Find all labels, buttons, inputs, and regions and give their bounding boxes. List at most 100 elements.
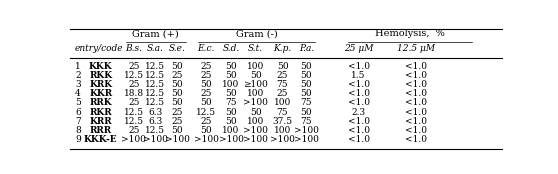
Text: 12.5: 12.5 <box>145 126 165 135</box>
Text: 25: 25 <box>128 62 140 70</box>
Text: <1.0: <1.0 <box>348 126 369 135</box>
Text: 12.5: 12.5 <box>124 117 144 126</box>
Text: >100: >100 <box>121 135 146 144</box>
Text: 25: 25 <box>200 71 211 80</box>
Text: <1.0: <1.0 <box>348 62 369 70</box>
Text: 12.5: 12.5 <box>145 62 165 70</box>
Text: 12.5: 12.5 <box>124 71 144 80</box>
Text: RRR: RRR <box>90 126 112 135</box>
Text: 5: 5 <box>75 98 81 108</box>
Text: 50: 50 <box>171 62 183 70</box>
Text: <1.0: <1.0 <box>405 126 427 135</box>
Text: >100: >100 <box>194 135 218 144</box>
Text: KRR: KRR <box>90 117 112 126</box>
Text: 25: 25 <box>171 71 183 80</box>
Text: 100: 100 <box>223 80 240 89</box>
Text: B.s.: B.s. <box>125 44 142 53</box>
Text: 100: 100 <box>247 117 264 126</box>
Text: 50: 50 <box>225 108 237 117</box>
Text: S.d.: S.d. <box>223 44 240 53</box>
Text: 1: 1 <box>75 62 81 70</box>
Text: KRK: KRK <box>89 80 113 89</box>
Text: 37.5: 37.5 <box>272 117 292 126</box>
Text: <1.0: <1.0 <box>405 62 427 70</box>
Text: 75: 75 <box>301 98 312 108</box>
Text: 6.3: 6.3 <box>148 117 162 126</box>
Text: K.p.: K.p. <box>273 44 292 53</box>
Text: 50: 50 <box>301 89 312 98</box>
Text: 9: 9 <box>75 135 81 144</box>
Text: 12.5: 12.5 <box>145 89 165 98</box>
Text: 25: 25 <box>128 80 140 89</box>
Text: 12.5: 12.5 <box>124 108 144 117</box>
Text: 2: 2 <box>75 71 80 80</box>
Text: entry/code: entry/code <box>75 44 123 53</box>
Text: 18.8: 18.8 <box>124 89 144 98</box>
Text: 100: 100 <box>247 89 264 98</box>
Text: RRK: RRK <box>90 98 112 108</box>
Text: <1.0: <1.0 <box>405 117 427 126</box>
Text: >100: >100 <box>294 135 319 144</box>
Text: S.e.: S.e. <box>169 44 185 53</box>
Text: 6: 6 <box>75 108 81 117</box>
Text: KKK: KKK <box>89 62 113 70</box>
Text: >100: >100 <box>270 135 295 144</box>
Text: 50: 50 <box>200 80 212 89</box>
Text: 25: 25 <box>200 89 211 98</box>
Text: 100: 100 <box>274 98 291 108</box>
Text: 50: 50 <box>171 126 183 135</box>
Text: 100: 100 <box>223 126 240 135</box>
Text: <1.0: <1.0 <box>405 98 427 108</box>
Text: 100: 100 <box>247 62 264 70</box>
Text: 50: 50 <box>225 62 237 70</box>
Text: 12.5: 12.5 <box>145 80 165 89</box>
Text: 12.5 μM: 12.5 μM <box>397 44 435 53</box>
Text: 50: 50 <box>171 89 183 98</box>
Text: 25: 25 <box>200 117 211 126</box>
Text: <1.0: <1.0 <box>348 80 369 89</box>
Text: 50: 50 <box>200 126 212 135</box>
Text: 4: 4 <box>75 89 81 98</box>
Text: >100: >100 <box>243 98 268 108</box>
Text: 25: 25 <box>171 108 183 117</box>
Text: 1.5: 1.5 <box>352 71 366 80</box>
Text: 25 μM: 25 μM <box>344 44 373 53</box>
Text: 50: 50 <box>250 71 262 80</box>
Text: Gram (+): Gram (+) <box>132 29 179 38</box>
Text: RKK: RKK <box>89 71 113 80</box>
Text: 7: 7 <box>75 117 81 126</box>
Text: 2.3: 2.3 <box>352 108 365 117</box>
Text: S.t.: S.t. <box>248 44 263 53</box>
Text: S.a.: S.a. <box>147 44 164 53</box>
Text: 50: 50 <box>301 108 312 117</box>
Text: 12.5: 12.5 <box>145 71 165 80</box>
Text: 25: 25 <box>277 71 288 80</box>
Text: 50: 50 <box>171 98 183 108</box>
Text: <1.0: <1.0 <box>348 98 369 108</box>
Text: 75: 75 <box>225 98 237 108</box>
Text: E.c.: E.c. <box>198 44 215 53</box>
Text: 25: 25 <box>128 98 140 108</box>
Text: 50: 50 <box>301 62 312 70</box>
Text: KKK-E: KKK-E <box>84 135 118 144</box>
Text: 75: 75 <box>277 80 288 89</box>
Text: >100: >100 <box>165 135 189 144</box>
Text: Gram (-): Gram (-) <box>235 29 277 38</box>
Text: 3: 3 <box>75 80 80 89</box>
Text: <1.0: <1.0 <box>405 89 427 98</box>
Text: >100: >100 <box>243 135 268 144</box>
Text: 25: 25 <box>128 126 140 135</box>
Text: 50: 50 <box>225 117 237 126</box>
Text: <1.0: <1.0 <box>405 108 427 117</box>
Text: KKR: KKR <box>89 89 113 98</box>
Text: 6.3: 6.3 <box>148 108 162 117</box>
Text: >100: >100 <box>294 126 319 135</box>
Text: >100: >100 <box>143 135 168 144</box>
Text: 50: 50 <box>171 80 183 89</box>
Text: <1.0: <1.0 <box>405 135 427 144</box>
Text: 25: 25 <box>200 62 211 70</box>
Text: 50: 50 <box>301 80 312 89</box>
Text: P.a.: P.a. <box>299 44 314 53</box>
Text: Hemolysis,  %: Hemolysis, % <box>375 29 445 38</box>
Text: <1.0: <1.0 <box>348 135 369 144</box>
